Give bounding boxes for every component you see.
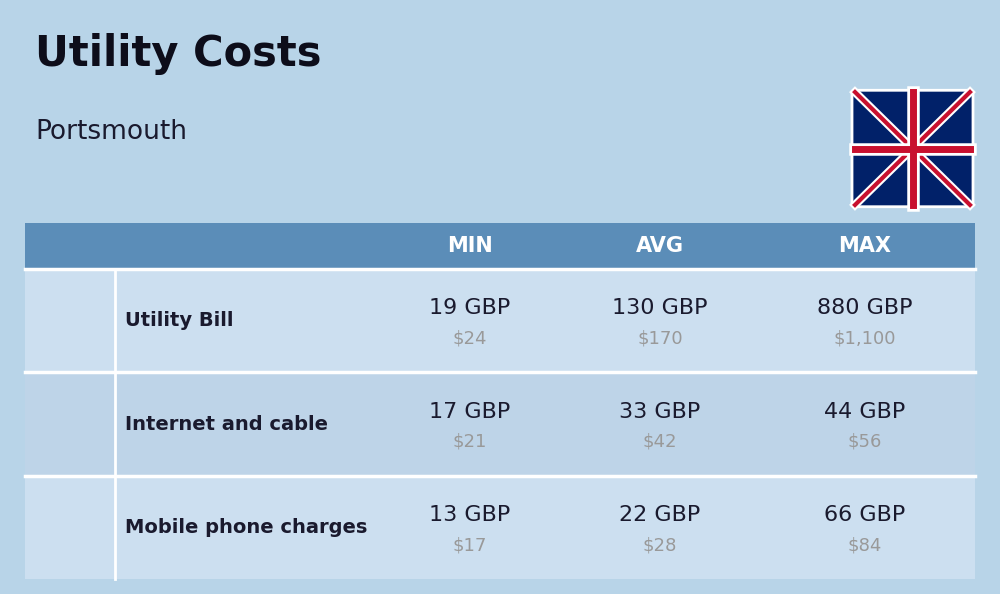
Text: Utility Costs: Utility Costs [35,33,322,75]
FancyBboxPatch shape [565,372,755,476]
Text: $1,100: $1,100 [834,329,896,347]
FancyBboxPatch shape [375,269,565,372]
FancyBboxPatch shape [25,269,115,372]
FancyBboxPatch shape [852,90,973,207]
Text: 33 GBP: 33 GBP [619,402,701,422]
FancyBboxPatch shape [375,476,565,579]
FancyBboxPatch shape [755,476,975,579]
Text: $84: $84 [848,536,882,554]
Text: AVG: AVG [636,236,684,256]
Text: 19 GBP: 19 GBP [429,298,511,318]
FancyBboxPatch shape [25,223,115,269]
Text: 44 GBP: 44 GBP [824,402,906,422]
Text: Utility Bill: Utility Bill [125,311,234,330]
Text: 66 GBP: 66 GBP [824,505,906,525]
Text: $42: $42 [643,432,677,451]
FancyBboxPatch shape [25,372,115,476]
Text: 22 GBP: 22 GBP [619,505,701,525]
Text: $21: $21 [453,432,487,451]
FancyBboxPatch shape [25,476,115,579]
FancyBboxPatch shape [755,372,975,476]
Text: MIN: MIN [447,236,493,256]
Text: Portsmouth: Portsmouth [35,119,187,145]
Text: $28: $28 [643,536,677,554]
FancyBboxPatch shape [565,476,755,579]
FancyBboxPatch shape [375,372,565,476]
FancyBboxPatch shape [115,223,375,269]
Text: $17: $17 [453,536,487,554]
Text: MAX: MAX [838,236,892,256]
FancyBboxPatch shape [115,372,375,476]
Text: 17 GBP: 17 GBP [429,402,511,422]
Text: $170: $170 [637,329,683,347]
FancyBboxPatch shape [565,269,755,372]
Text: 130 GBP: 130 GBP [612,298,708,318]
Text: $24: $24 [453,329,487,347]
Text: 880 GBP: 880 GBP [817,298,913,318]
Text: Mobile phone charges: Mobile phone charges [125,518,367,537]
FancyBboxPatch shape [115,476,375,579]
FancyBboxPatch shape [755,223,975,269]
Text: $56: $56 [848,432,882,451]
FancyBboxPatch shape [565,223,755,269]
FancyBboxPatch shape [375,223,565,269]
FancyBboxPatch shape [755,269,975,372]
FancyBboxPatch shape [115,269,375,372]
Text: 13 GBP: 13 GBP [429,505,511,525]
Text: Internet and cable: Internet and cable [125,415,328,434]
